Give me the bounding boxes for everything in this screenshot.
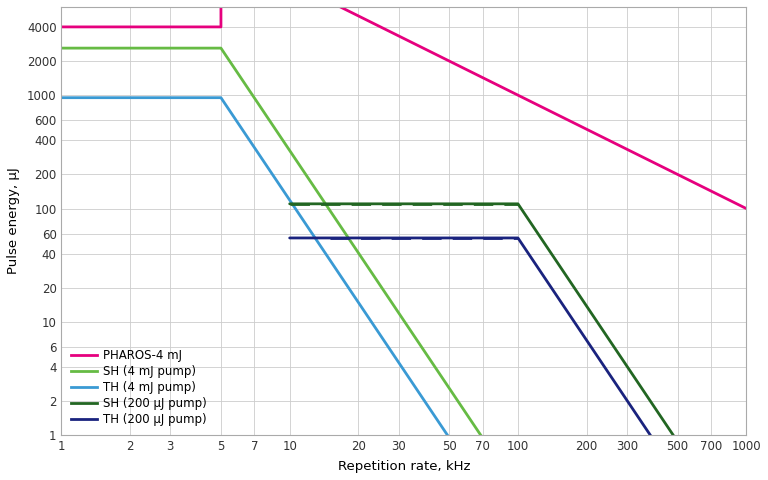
X-axis label: Repetition rate, kHz: Repetition rate, kHz bbox=[338, 460, 470, 473]
Legend: PHAROS-4 mJ, SH (4 mJ pump), TH (4 mJ pump), SH (200 μJ pump), TH (200 μJ pump): PHAROS-4 mJ, SH (4 mJ pump), TH (4 mJ pu… bbox=[68, 346, 210, 429]
Y-axis label: Pulse energy, μJ: Pulse energy, μJ bbox=[7, 168, 20, 275]
